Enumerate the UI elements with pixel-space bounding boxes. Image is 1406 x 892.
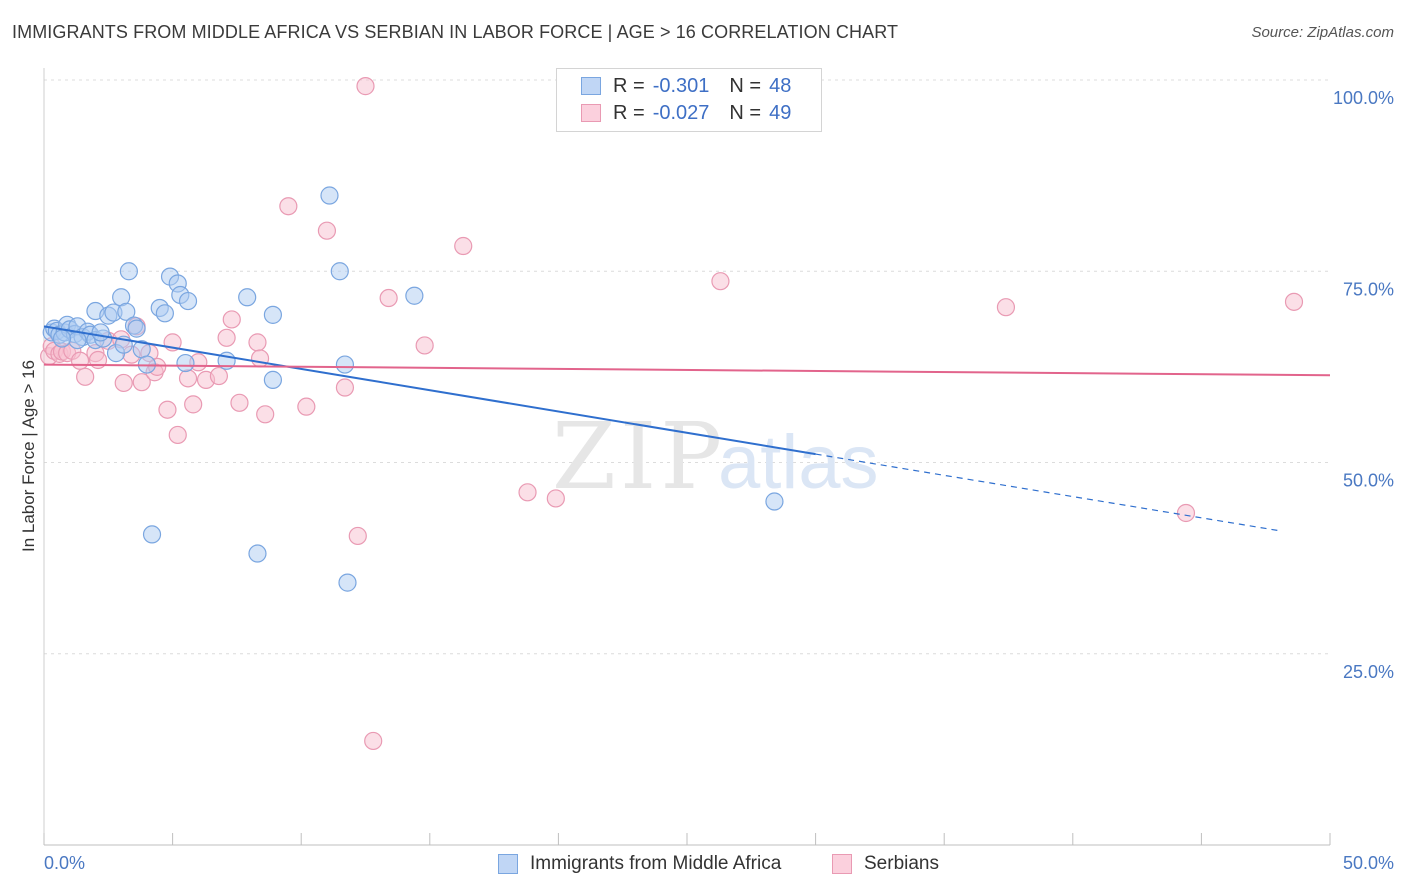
legend-r-label: R =	[613, 101, 645, 124]
point-serbian	[132, 373, 151, 392]
point-serbian	[546, 489, 565, 508]
point-middle-africa	[127, 319, 146, 338]
point-serbian	[178, 369, 198, 388]
point-serbian	[1284, 292, 1304, 311]
point-middle-africa	[155, 304, 174, 323]
point-serbian	[1176, 503, 1196, 523]
trend-lines	[43, 325, 1331, 532]
watermark-atlas: atlas	[718, 420, 879, 505]
legend-swatch-blue	[581, 77, 601, 95]
gridlines	[44, 79, 1330, 655]
point-serbian	[248, 333, 267, 352]
bottom-legend-label: Serbians	[864, 853, 939, 874]
point-middle-africa	[765, 492, 784, 511]
point-middle-africa	[117, 302, 136, 321]
point-serbian	[158, 400, 177, 419]
series-serbians-points	[40, 77, 1304, 751]
point-serbian	[317, 221, 337, 240]
bottom-legend-swatch-blue	[498, 854, 518, 874]
y-axis-label: In Labor Force | Age > 16	[19, 360, 38, 552]
legend-row-serbians: R = -0.027 N = 49	[581, 100, 791, 126]
bottom-legend-label: Immigrants from Middle Africa	[530, 853, 782, 874]
x-tick-label: 50.0%	[1343, 853, 1394, 873]
point-serbian	[76, 367, 95, 386]
point-serbian	[379, 288, 398, 308]
correlation-legend: R = -0.301 N = 48 R = -0.027 N = 49	[556, 68, 822, 132]
point-serbian	[356, 77, 375, 96]
point-middle-africa	[52, 329, 72, 348]
point-serbian	[454, 236, 473, 256]
y-tick-label: 25.0%	[1343, 662, 1394, 682]
x-tick-label: 0.0%	[44, 853, 85, 873]
point-middle-africa	[91, 323, 110, 342]
legend-row-middle-africa: R = -0.301 N = 48	[581, 73, 791, 99]
point-serbian	[168, 425, 187, 445]
bottom-legend-serbians: Serbians	[832, 851, 939, 877]
legend-swatch-pink	[581, 104, 601, 122]
point-serbian	[364, 731, 383, 751]
point-serbian	[209, 366, 228, 386]
watermark: ZIP atlas	[552, 403, 879, 510]
point-serbian	[184, 395, 203, 414]
point-middle-africa	[176, 353, 195, 373]
point-middle-africa	[178, 291, 198, 311]
point-middle-africa	[68, 331, 87, 350]
y-tick-labels: 100.0% 75.0% 50.0% 25.0%	[1333, 88, 1394, 682]
legend-r-value: -0.027	[652, 101, 710, 124]
point-serbian	[348, 526, 367, 546]
watermark-zip: ZIP	[552, 403, 726, 510]
point-middle-africa	[263, 305, 283, 324]
point-serbian	[256, 405, 275, 424]
legend-n-value: 48	[769, 74, 792, 97]
point-serbian	[711, 272, 730, 291]
point-serbian	[70, 351, 90, 370]
legend-r-label: R =	[613, 74, 645, 97]
y-tick-label: 50.0%	[1343, 471, 1394, 491]
point-middle-africa	[263, 370, 283, 389]
point-serbian	[114, 373, 133, 393]
trend-line-middle-africa-extension	[815, 453, 1279, 532]
source-label: Source: ZipAtlas.com	[1251, 24, 1394, 41]
point-serbian	[518, 483, 537, 502]
trend-line-serbians	[43, 363, 1331, 377]
point-middle-africa	[405, 286, 424, 305]
legend-n-value: 49	[769, 101, 792, 124]
point-middle-africa	[320, 186, 339, 205]
bottom-legend-middle-africa: Immigrants from Middle Africa	[498, 851, 781, 877]
y-tick-label: 100.0%	[1333, 88, 1394, 108]
x-tick-labels: 0.0% 50.0%	[44, 853, 1394, 873]
point-middle-africa	[338, 573, 357, 592]
series-middle-africa-points	[42, 186, 784, 592]
point-middle-africa	[142, 525, 162, 544]
point-middle-africa	[238, 288, 257, 307]
point-serbian	[297, 397, 316, 416]
trend-line-middle-africa	[43, 325, 816, 456]
legend-r-value: -0.301	[652, 74, 710, 97]
point-middle-africa	[119, 262, 138, 281]
point-middle-africa	[248, 544, 267, 563]
point-serbian	[335, 378, 355, 397]
point-serbian	[222, 310, 241, 329]
point-serbian	[415, 336, 434, 355]
axes	[43, 68, 1331, 846]
point-middle-africa	[330, 262, 349, 281]
chart-title: IMMIGRANTS FROM MIDDLE AFRICA VS SERBIAN…	[12, 22, 899, 42]
legend-n-label: N =	[729, 74, 762, 97]
point-serbian	[250, 349, 270, 368]
point-serbian	[230, 393, 249, 412]
point-serbian	[996, 298, 1016, 317]
legend-n-label: N =	[729, 101, 762, 124]
point-middle-africa	[335, 355, 355, 374]
y-tick-label: 75.0%	[1343, 279, 1394, 299]
point-serbian	[279, 197, 298, 216]
point-serbian	[217, 328, 236, 347]
bottom-legend-swatch-pink	[832, 854, 852, 874]
